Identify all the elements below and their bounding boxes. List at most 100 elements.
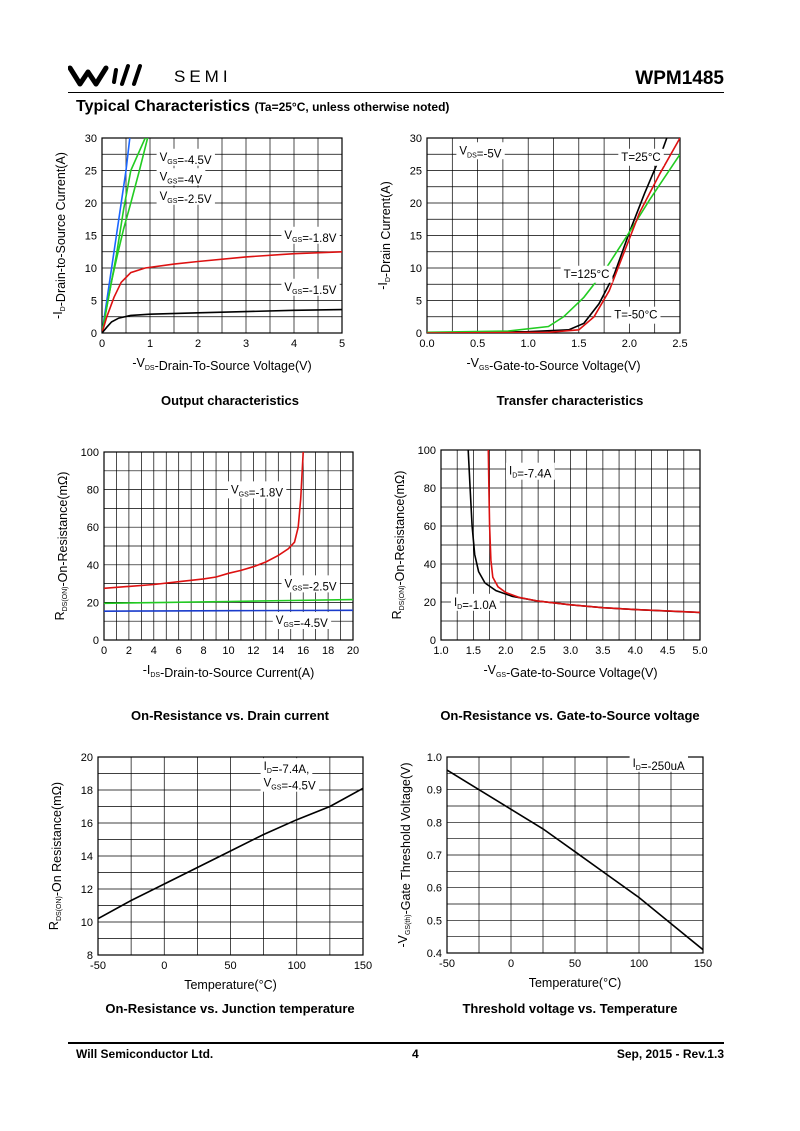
y-tick-label: 30 [85, 133, 97, 145]
series-line [102, 138, 131, 333]
footer-company: Will Semiconductor Ltd. [76, 1047, 214, 1061]
series-line [487, 450, 700, 614]
y-tick-label: 20 [87, 597, 99, 609]
annotation-background [611, 306, 661, 324]
x-tick-label: -50 [90, 960, 106, 972]
y-axis-label: RDS(ON)-On-Resistance(mΩ) [390, 471, 407, 620]
y-tick-label: 0 [416, 328, 422, 340]
x-tick-label: 1.0 [521, 338, 536, 350]
y-tick-label: 0.4 [427, 948, 442, 960]
x-tick-label: 100 [630, 958, 648, 970]
x-tick-label: 0.5 [470, 338, 485, 350]
annotation-label: VGS=-4.5V [264, 778, 316, 793]
x-tick-label: 14 [272, 645, 284, 657]
series-line [427, 138, 680, 333]
footer-page-number: 4 [412, 1047, 419, 1061]
y-tick-label: 0.5 [427, 915, 442, 927]
company-logo: SEMI [68, 64, 232, 87]
x-tick-label: 4.5 [660, 645, 675, 657]
series-line [447, 769, 703, 951]
threshold-voltage-vs-temperature-chart: -50 0 50 100 150 0.4 0.5 0.6 0.7 0.8 0.9 1.0 Tempera… [396, 752, 712, 990]
x-tick-label: 8 [201, 645, 207, 657]
x-tick-label: 150 [694, 958, 712, 970]
x-tick-label: 2.0 [622, 338, 637, 350]
annotation-background [281, 278, 340, 296]
y-tick-label: 18 [81, 785, 93, 797]
x-axis-label: -IDS-Drain-to-Source Current(A) [143, 663, 315, 680]
x-tick-label: 150 [354, 960, 372, 972]
annotation-label: VGS=-4V [160, 171, 203, 186]
annotation-background [260, 758, 313, 776]
annotation-label: T=25°C [621, 152, 660, 164]
x-axis-label: -VDS-Drain-To-Source Voltage(V) [132, 356, 311, 373]
y-tick-label: 14 [81, 851, 93, 863]
header-divider [68, 92, 724, 93]
plot-frame [97, 756, 364, 956]
series-line [104, 598, 353, 605]
x-tick-label: 1 [147, 338, 153, 350]
series-line [104, 452, 304, 590]
x-tick-label: 1.5 [571, 338, 586, 350]
x-tick-label: 6 [176, 645, 182, 657]
plot-frame [426, 137, 681, 334]
series-line [467, 450, 700, 614]
annotation-label: VGS=-4.5V [276, 615, 328, 630]
y-tick-label: 100 [81, 447, 99, 459]
section-condition: (Ta=25°C, unless otherwise noted) [254, 100, 450, 114]
output-characteristics-chart: 0 1 2 3 4 5 0 5 10 15 20 25 30 -VDS-Drain-To-Source V… [51, 133, 345, 373]
y-tick-label: 40 [87, 560, 99, 572]
annotation-background [560, 265, 613, 283]
series-line [427, 153, 680, 333]
y-tick-label: 0.6 [427, 883, 442, 895]
y-tick-label: 0.9 [427, 785, 442, 797]
series-line [427, 138, 668, 333]
x-tick-label: 50 [569, 958, 581, 970]
grid [97, 756, 364, 956]
y-tick-label: 5 [91, 296, 97, 308]
section-title: Typical Characteristics (Ta=25°C, unless… [76, 98, 449, 116]
on-resistance-vs-gate-voltage-chart: 1.0 1.5 2.0 2.5 3.0 3.5 4.0 4.5 5.0 0 20 40 60 80 100 -… [390, 445, 708, 680]
logo-text: SEMI [174, 67, 232, 86]
x-tick-label: 20 [347, 645, 359, 657]
plot-frame [446, 756, 704, 954]
x-axis-label: Temperature(°C) [529, 976, 622, 990]
x-tick-label: 3.5 [595, 645, 610, 657]
x-tick-label: 16 [297, 645, 309, 657]
x-tick-label: 0 [99, 338, 105, 350]
x-tick-label: 10 [222, 645, 234, 657]
on-resistance-vs-temperature-chart: -50 0 50 100 150 8 10 12 14 16 18 20 Temperature(°C)… [47, 752, 372, 992]
x-tick-label: 1.0 [433, 645, 448, 657]
series-line [102, 308, 342, 333]
series-line [102, 138, 149, 333]
x-tick-label: 18 [322, 645, 334, 657]
x-tick-label: 3 [243, 338, 249, 350]
chart-caption: Transfer characteristics [496, 393, 644, 408]
grid [426, 137, 681, 334]
x-tick-label: 2.5 [672, 338, 687, 350]
annotation-label: VGS=-1.8V [284, 230, 336, 245]
y-tick-label: 16 [81, 818, 93, 830]
chart-caption: On-Resistance vs. Gate-to-Source voltage [440, 708, 700, 723]
annotation-background [281, 575, 340, 593]
annotation-label: ID=-1.0A [454, 597, 497, 612]
annotation-label: ID=-7.4A, [264, 761, 310, 776]
chart-caption: On-Resistance vs. Junction temperature [105, 1001, 355, 1016]
x-tick-label: 50 [224, 960, 236, 972]
annotation-background [156, 168, 206, 186]
annotation-background [281, 226, 340, 244]
x-tick-label: 0 [508, 958, 514, 970]
annotation-label: VGS=-4.5V [160, 152, 212, 167]
x-axis-label: -VGS-Gate-to-Source Voltage(V) [466, 356, 640, 373]
x-tick-label: 0.0 [419, 338, 434, 350]
y-tick-label: 0 [93, 635, 99, 647]
x-tick-label: 5.0 [692, 645, 707, 657]
section-title-text: Typical Characteristics [76, 98, 251, 115]
y-tick-label: 15 [85, 231, 97, 243]
annotation-label: VGS=-1.5V [284, 282, 336, 297]
x-tick-label: 2 [195, 338, 201, 350]
annotation-background [227, 481, 287, 499]
series-line [98, 787, 363, 920]
x-tick-label: 2.0 [498, 645, 513, 657]
plot-frame [103, 451, 354, 641]
y-axis-label: -ID-Drain Current(A) [376, 181, 393, 290]
